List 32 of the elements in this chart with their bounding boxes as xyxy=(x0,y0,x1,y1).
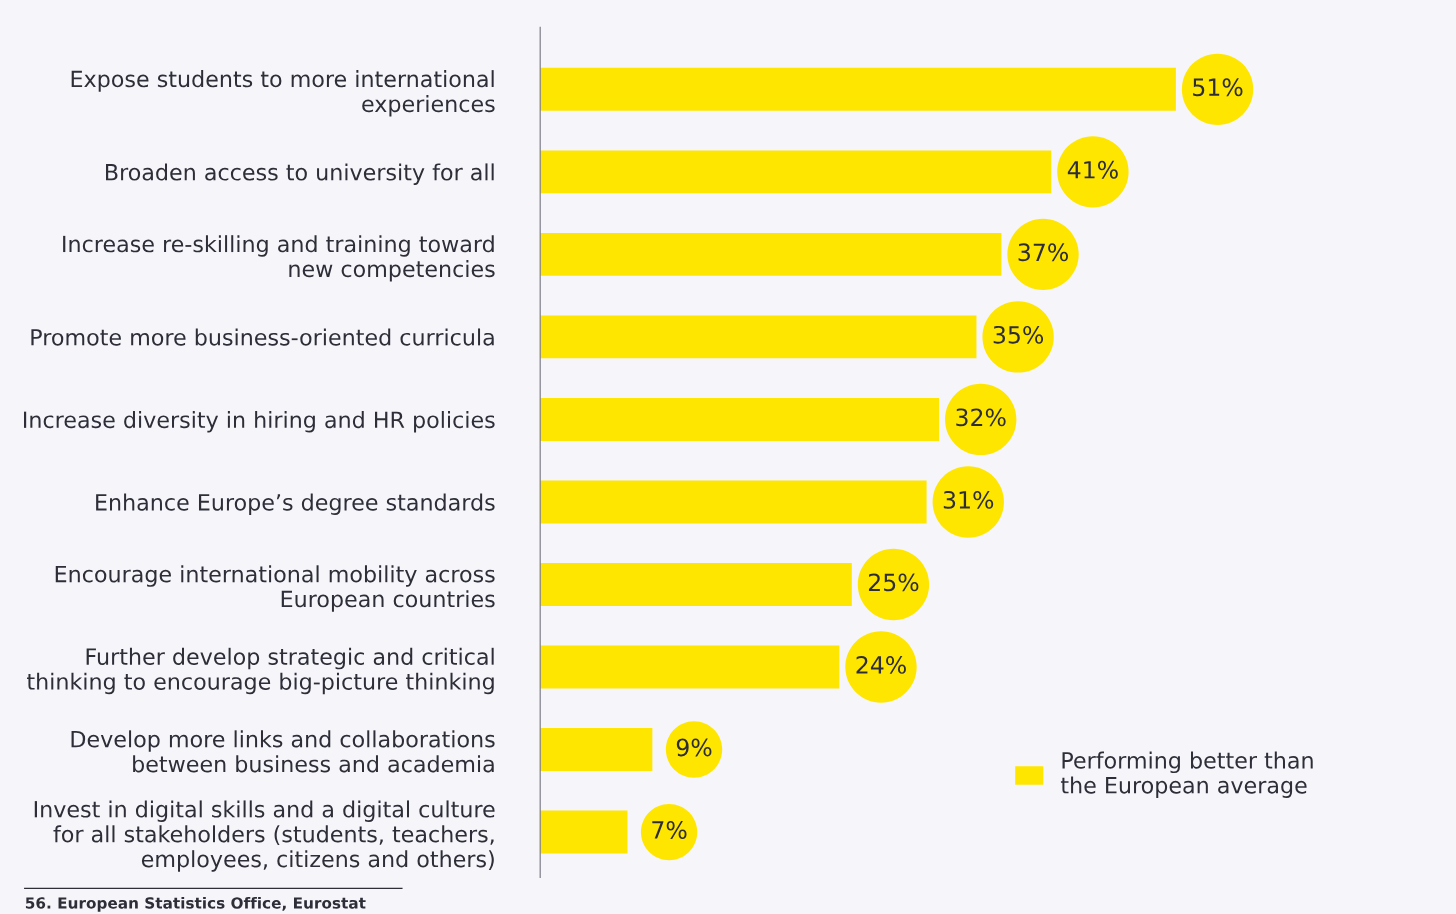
y-tick-label: Further develop strategic and critical thinking to encourage big-picture thinking xyxy=(27,647,494,695)
legend-label: Performing better than the European average xyxy=(1060,751,1313,798)
y-tick-label: Broaden access to university for all xyxy=(106,163,494,185)
y-tick-label: Develop more links and collaborations between business and academia xyxy=(71,730,495,773)
data-label: 9% xyxy=(676,738,712,757)
data-label: 31% xyxy=(943,490,994,509)
data-label: 24% xyxy=(856,655,906,674)
data-label: 41% xyxy=(1067,160,1118,179)
bar xyxy=(540,645,840,689)
bar xyxy=(540,67,1176,111)
y-tick-label: Increase re-skilling and training toward new competencies xyxy=(63,235,495,282)
y-tick-label: Enhance Europe’s degree standards xyxy=(96,493,495,516)
bar xyxy=(540,480,927,524)
bar xyxy=(540,315,977,359)
bar xyxy=(540,728,653,771)
bar xyxy=(540,232,1002,276)
y-tick-label: Encourage international mobility across European countries xyxy=(55,565,495,612)
data-label: 7% xyxy=(652,821,687,839)
y-tick-label: Invest in digital skills and a digital culture for all stakeholders (students, teachers, employees, citizens and others) xyxy=(34,800,495,872)
data-label: 32% xyxy=(956,408,1006,427)
y-tick-label: Increase diversity in hiring and HR policies xyxy=(23,410,495,433)
data-label: 37% xyxy=(1018,243,1068,262)
y-tick-label: Promote more business-oriented curricula xyxy=(31,328,494,346)
text: 56. European Statistics Office, Eurostat xyxy=(25,896,366,912)
bar xyxy=(540,397,940,441)
data-label: 35% xyxy=(993,325,1044,344)
data-label: 51% xyxy=(1193,78,1243,97)
bar xyxy=(540,563,852,606)
bar xyxy=(540,150,1052,194)
y-tick-label: Expose students to more international experiences xyxy=(71,70,495,117)
data-label: 25% xyxy=(868,573,919,592)
bar xyxy=(540,810,628,854)
